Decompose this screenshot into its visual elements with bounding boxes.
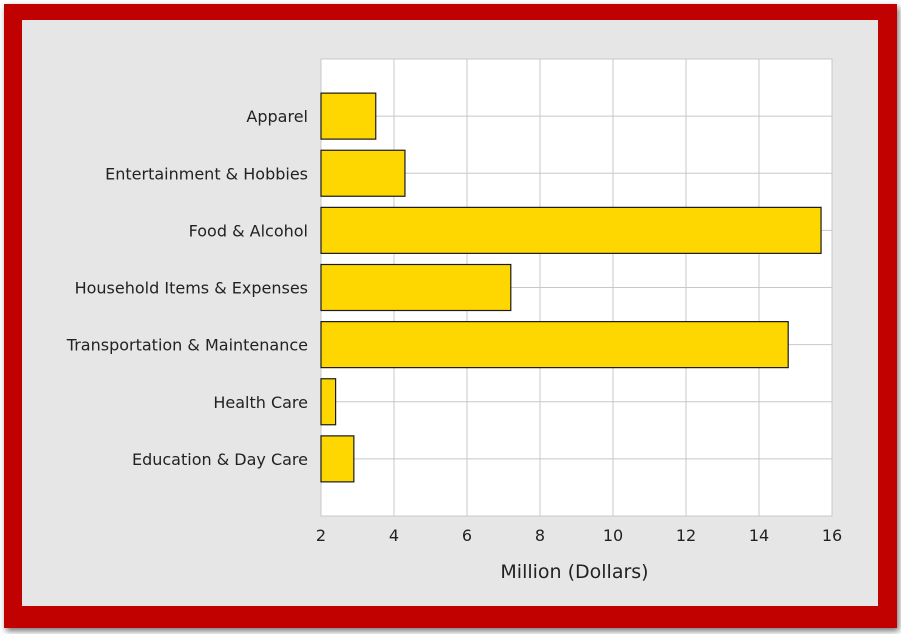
bar-entertainment-hobbies <box>320 149 406 197</box>
bars <box>320 92 822 483</box>
x-tick-label: 8 <box>535 526 545 545</box>
category-labels: Apparel Entertainment & Hobbies Food & Alc… <box>66 107 308 469</box>
x-tick-label: 10 <box>603 526 623 545</box>
bar-household-items-expenses <box>320 263 512 312</box>
bar-health-care <box>320 378 337 426</box>
category-label: Apparel <box>246 107 308 126</box>
x-tick-label: 2 <box>316 526 326 545</box>
bar-apparel <box>320 92 377 140</box>
x-axis-label: Million (Dollars) <box>500 561 648 583</box>
x-tick-label: 14 <box>749 526 769 545</box>
category-label: Health Care <box>213 393 308 412</box>
bar-transportation-maintenance <box>320 321 789 369</box>
x-tick-label: 12 <box>676 526 696 545</box>
category-label: Entertainment & Hobbies <box>105 164 308 183</box>
category-label: Household Items & Expenses <box>75 279 308 298</box>
category-label: Education & Day Care <box>132 450 308 469</box>
x-tick-label: 6 <box>462 526 472 545</box>
x-tick-labels: 2 4 6 8 10 12 14 16 <box>316 526 842 545</box>
x-tick-label: 16 <box>822 526 842 545</box>
x-tick-label: 4 <box>389 526 399 545</box>
bar-education-day-care <box>320 435 355 483</box>
category-label: Food & Alcohol <box>189 221 308 240</box>
category-label: Transportation & Maintenance <box>66 336 308 355</box>
bar-food-alcohol <box>320 206 822 254</box>
